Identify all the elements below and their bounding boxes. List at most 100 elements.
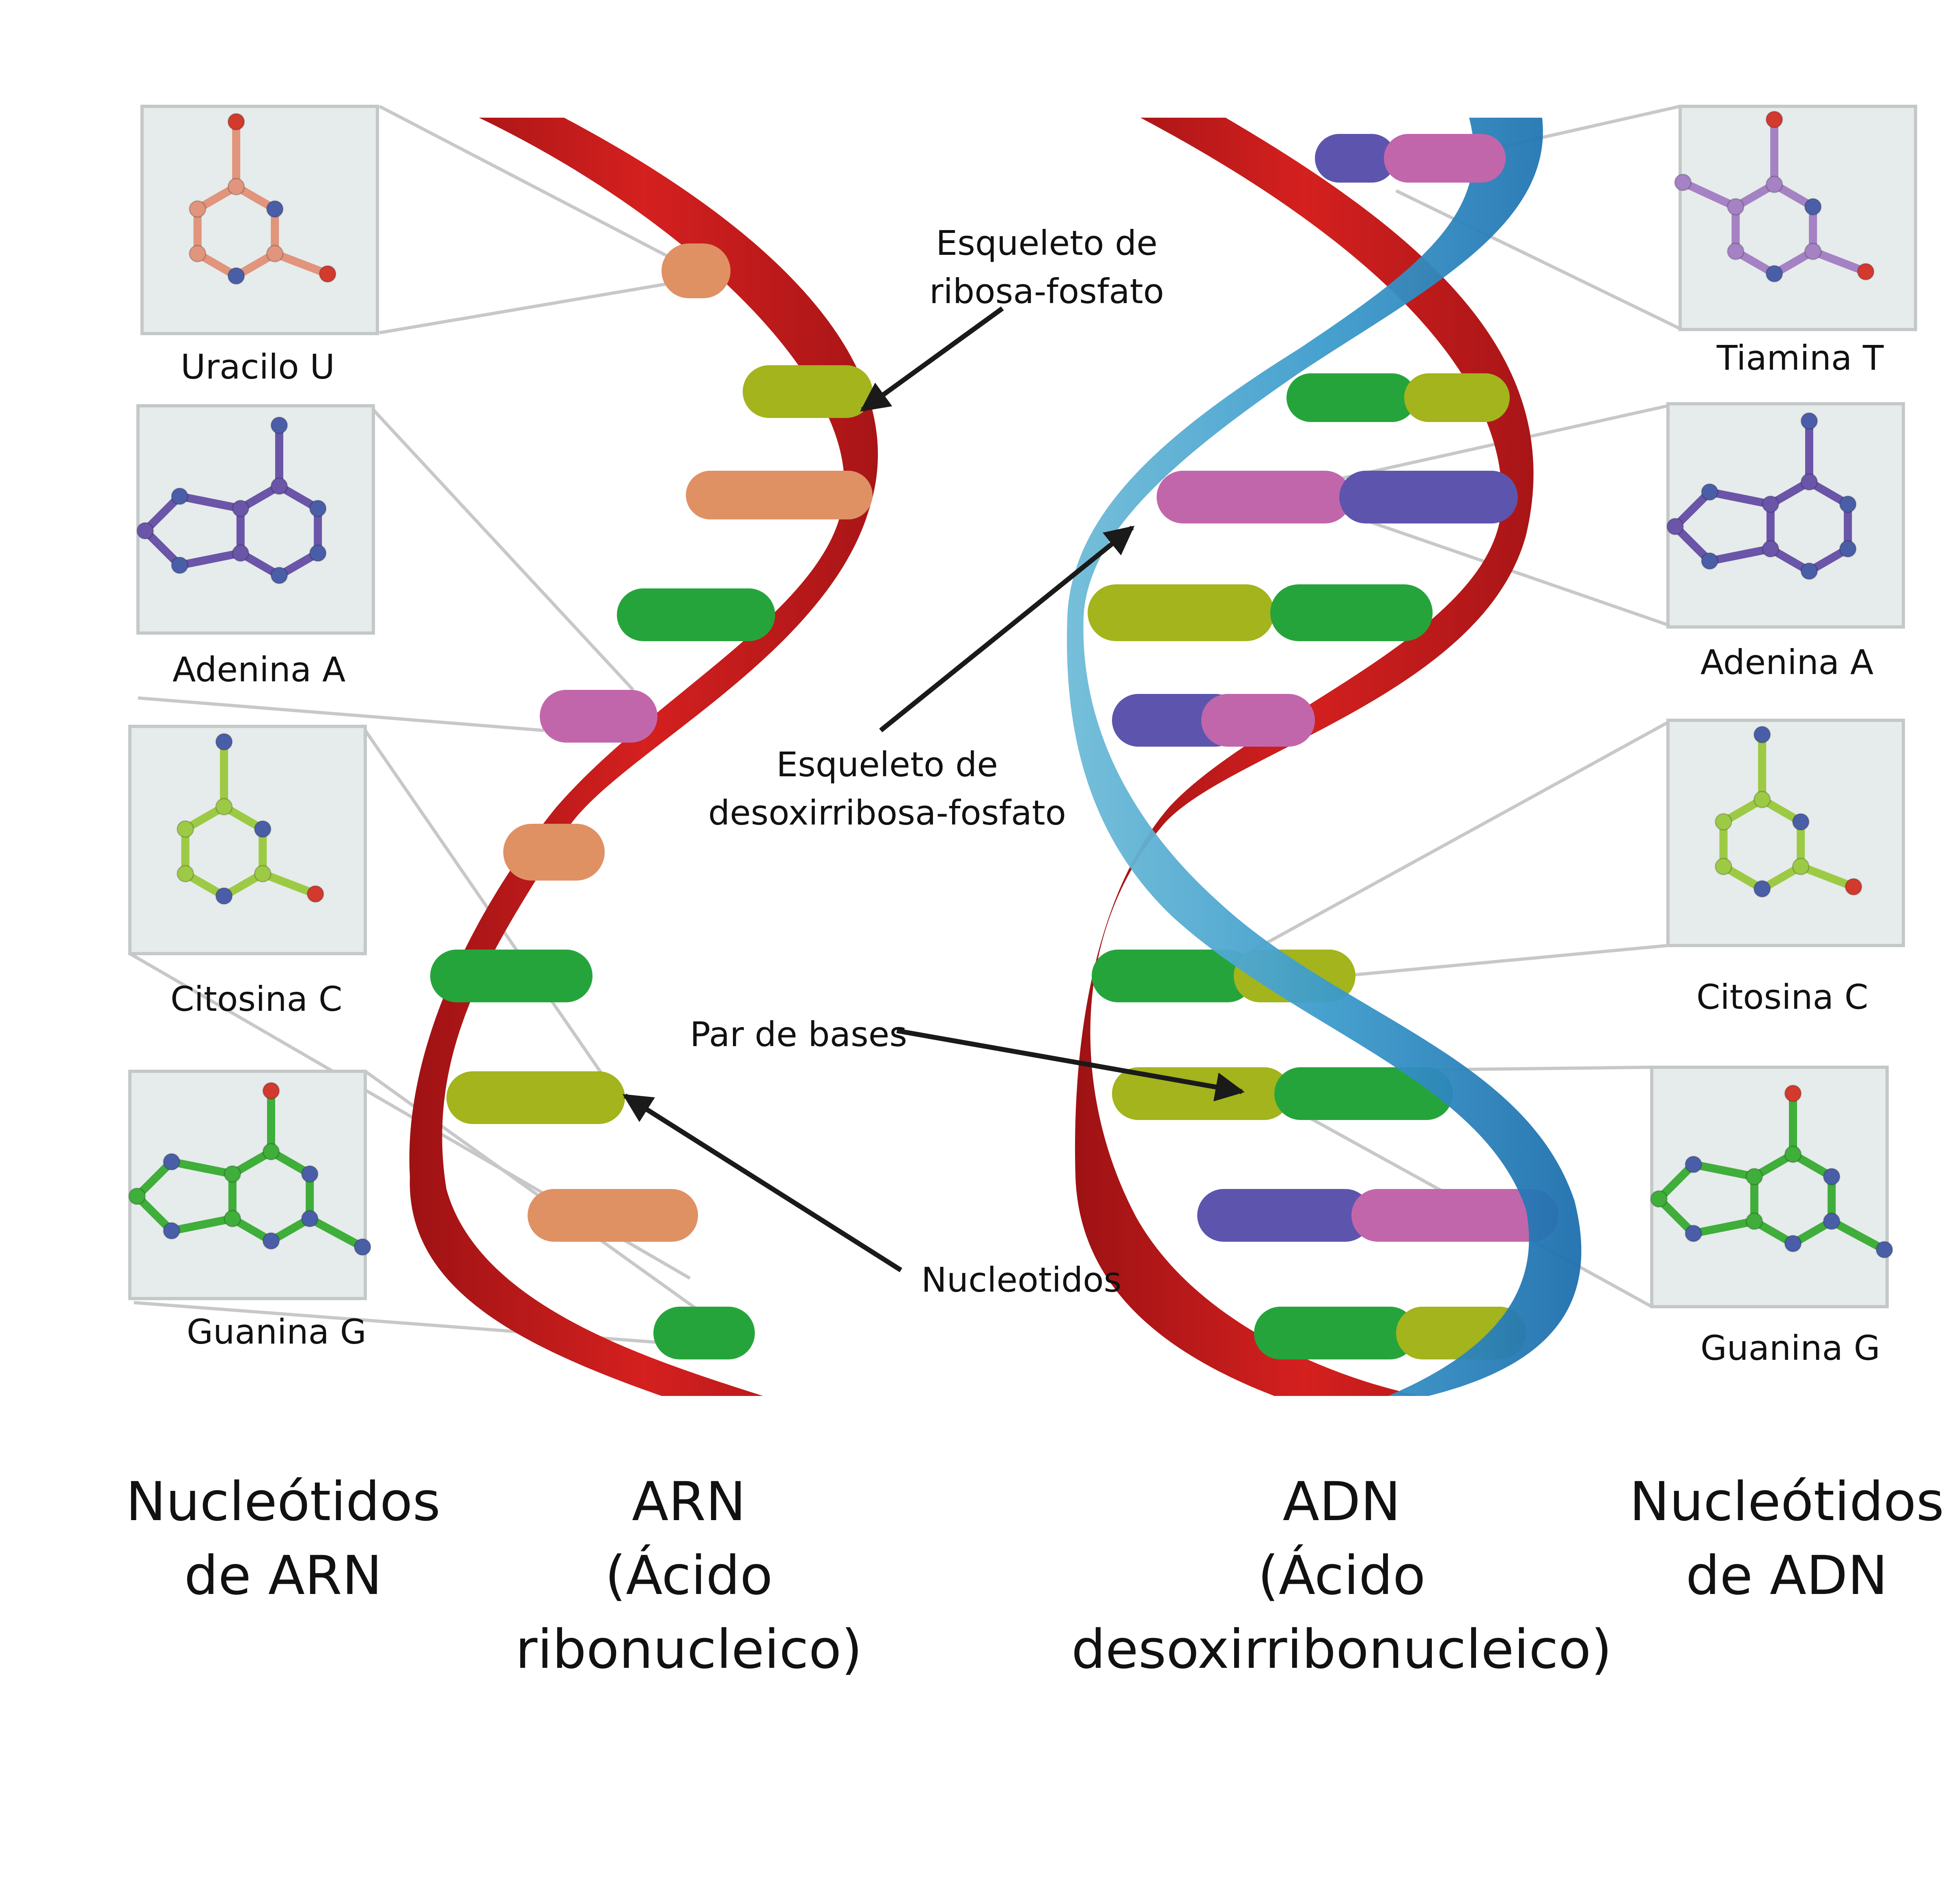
- atom: [1823, 1168, 1840, 1185]
- atom: [262, 1082, 280, 1100]
- atom: [1784, 1085, 1802, 1102]
- atom: [1800, 562, 1818, 580]
- adenine-molecule: [136, 404, 375, 635]
- bond: [133, 1192, 176, 1235]
- molecule-box: [1679, 105, 1917, 331]
- bond: [175, 549, 245, 569]
- atom: [1715, 813, 1733, 831]
- atom: [262, 1232, 280, 1250]
- atom: [1857, 263, 1875, 280]
- dna-title: ADN (Ácido desoxirribonucleico): [1071, 1471, 1612, 1681]
- atom: [270, 477, 288, 495]
- atom: [189, 200, 207, 218]
- dna-base-guanine: [1286, 373, 1416, 422]
- atom: [1784, 1146, 1802, 1163]
- dna-base-adenine: [1201, 694, 1315, 747]
- atom: [163, 1153, 181, 1171]
- bond: [175, 492, 245, 513]
- atom: [128, 1187, 146, 1205]
- dna-label-adenine: Adenina A: [1700, 642, 1874, 682]
- atom: [1762, 495, 1780, 513]
- molecule-box: [1666, 402, 1905, 629]
- rna-base-uracil: [528, 1189, 698, 1242]
- atom: [266, 200, 284, 218]
- rna-base-adenine: [540, 690, 657, 743]
- rna-backbone-strand: [409, 118, 878, 1396]
- dna-base-guanine: [1092, 950, 1254, 1002]
- guanine-molecule: [128, 1070, 371, 1300]
- rna-base-cytosine: [446, 1071, 625, 1124]
- rna-label-guanine: Guanina G: [187, 1312, 366, 1352]
- atom: [189, 245, 207, 263]
- atom: [1839, 540, 1857, 558]
- arrow-ribose-backbone: [860, 306, 1004, 412]
- atom: [1685, 1156, 1702, 1173]
- dna-base-thymine: [1339, 471, 1518, 523]
- atom: [309, 544, 327, 562]
- bond: [306, 1215, 367, 1251]
- callout-ribose-backbone: Esqueleto de ribosa-fosfato: [929, 223, 1164, 312]
- molecule-box: [140, 105, 379, 335]
- dna-base-adenine: [1351, 1189, 1558, 1242]
- atom: [171, 487, 189, 505]
- molecule-box: [136, 404, 375, 635]
- rna-base-guanine: [617, 588, 775, 641]
- atom: [1701, 552, 1719, 570]
- atom: [1845, 878, 1862, 896]
- dna-base-thymine: [1197, 1189, 1372, 1242]
- atom: [232, 544, 250, 562]
- atom: [254, 820, 272, 838]
- rna-base-guanine: [653, 1307, 755, 1359]
- guanine-molecule: [1650, 1066, 1893, 1308]
- atom: [1745, 1213, 1763, 1230]
- rna-base-uracil: [686, 471, 873, 519]
- atom: [1804, 198, 1822, 215]
- atom: [1701, 483, 1719, 501]
- atom: [1792, 857, 1810, 875]
- bond: [1705, 488, 1775, 508]
- rna-label-adenine: Adenina A: [172, 650, 346, 689]
- rna-label-uracil: Uracilo U: [181, 347, 335, 387]
- bond: [133, 1158, 176, 1200]
- bond: [1671, 522, 1714, 565]
- atom: [227, 113, 245, 131]
- dna-base-guanine: [1274, 1067, 1453, 1120]
- adenine-molecule: [1666, 402, 1905, 629]
- bond: [141, 492, 184, 535]
- atom: [215, 798, 233, 816]
- atom: [171, 556, 189, 574]
- dna-helix: [1067, 118, 1582, 1396]
- rna-base-uracil: [503, 824, 605, 881]
- atom: [227, 267, 245, 285]
- bond: [141, 527, 184, 569]
- atom: [1839, 495, 1857, 513]
- arrow-deoxyribose-backbone: [879, 526, 1135, 732]
- dna-base-adenine: [1384, 134, 1506, 183]
- rna-nucleotides-caption: Nucleótidos de ARN: [126, 1471, 441, 1607]
- bond: [1655, 1160, 1698, 1203]
- callout-arrows: [622, 306, 1245, 1273]
- arrow-nucleotides: [622, 1093, 903, 1273]
- bond: [271, 250, 332, 278]
- cytosine-molecule: [1666, 719, 1905, 947]
- atom: [227, 178, 245, 196]
- atom: [353, 1238, 371, 1256]
- atom: [1792, 813, 1810, 831]
- dna-base-adenine: [1157, 471, 1351, 523]
- atom: [136, 522, 154, 540]
- bond: [1705, 545, 1775, 565]
- atom: [232, 500, 250, 517]
- arrow-base-pair: [896, 1028, 1245, 1102]
- atom: [224, 1165, 241, 1183]
- atom: [309, 500, 327, 517]
- rna-base-uracil: [662, 243, 730, 298]
- atom: [1753, 790, 1771, 808]
- callout-nucleotides: Nucleotidos: [921, 1260, 1122, 1300]
- uracil-molecule: [140, 105, 379, 335]
- dna-base-cytosine: [1088, 584, 1274, 641]
- molecule-box: [1666, 719, 1905, 947]
- atom: [163, 1222, 181, 1240]
- atom: [254, 865, 272, 883]
- atom: [319, 265, 336, 283]
